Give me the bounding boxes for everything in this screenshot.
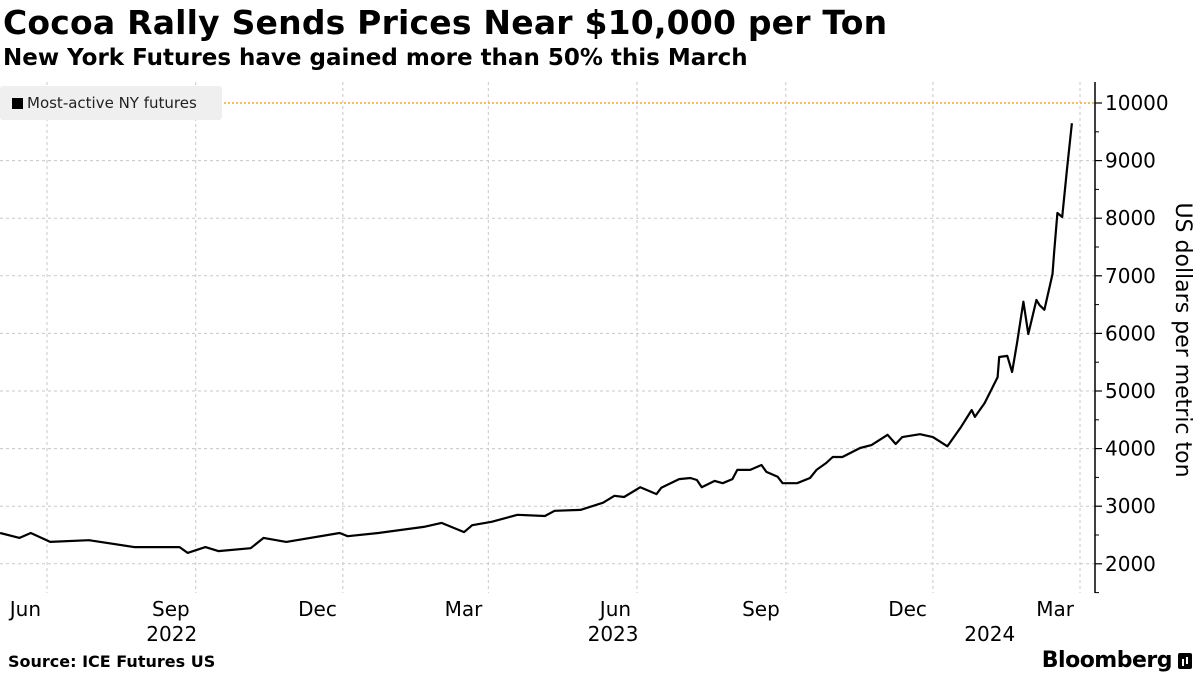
x-tick-label: Sep [152, 597, 190, 621]
legend: Most-active NY futures [0, 86, 222, 120]
x-tick-label: Jun [598, 597, 631, 621]
y-tick-label: 4000 [1105, 437, 1156, 461]
y-axis: 2000 3000 4000 5000 6000 7000 8000 9000 10000 [1094, 82, 1169, 594]
y-tick-label: 5000 [1105, 379, 1156, 403]
x-tick-label: Dec [298, 597, 337, 621]
x-year-label: 2024 [964, 622, 1015, 646]
y-tick-label: 10000 [1105, 91, 1169, 115]
y-tick-label: 8000 [1105, 206, 1156, 230]
y-tick-label: 6000 [1105, 321, 1156, 345]
gridlines [0, 82, 1095, 593]
chart-title: Cocoa Rally Sends Prices Near $10,000 pe… [3, 3, 888, 42]
chart-subtitle: New York Futures have gained more than 5… [3, 45, 748, 71]
y-axis-title: US dollars per metric ton [1170, 202, 1195, 477]
x-year-label: 2022 [146, 622, 197, 646]
y-tick-label: 2000 [1105, 552, 1156, 576]
legend-label: Most-active NY futures [27, 94, 197, 112]
x-axis-labels: Jun Sep Dec Mar Jun Sep Dec Mar 2022 2023 2024 [8, 597, 1075, 646]
y-tick-label: 9000 [1105, 149, 1156, 173]
x-tick-label: Jun [8, 597, 41, 621]
x-tick-label: Mar [445, 597, 484, 621]
x-tick-label: Dec [888, 597, 927, 621]
source-note: Source: ICE Futures US [8, 652, 216, 671]
y-tick-label: 7000 [1105, 264, 1156, 288]
bloomberg-logo: Bloomberg [1042, 648, 1192, 673]
y-tick-label: 3000 [1105, 494, 1156, 518]
legend-swatch [12, 97, 23, 109]
series-line-most-active-ny-futures [0, 123, 1073, 554]
bloomberg-chart-icon [1178, 652, 1192, 669]
x-tick-label: Mar [1036, 597, 1075, 621]
x-year-label: 2023 [588, 622, 639, 646]
logo-text: Bloomberg [1041, 648, 1173, 673]
x-tick-label: Sep [742, 597, 780, 621]
